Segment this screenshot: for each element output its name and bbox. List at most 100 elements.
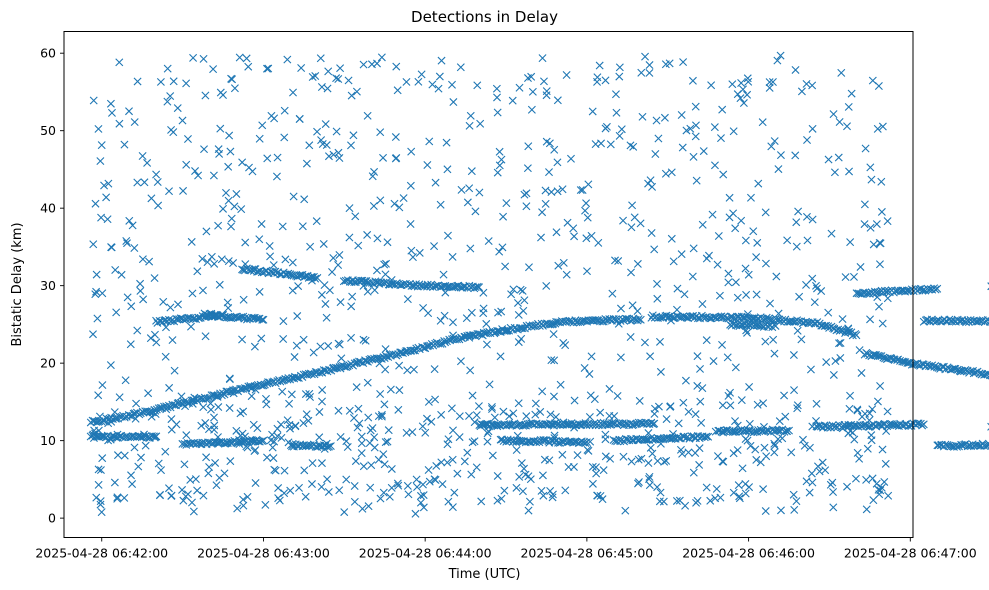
data-point: [856, 262, 865, 271]
data-point: [953, 442, 962, 451]
data-point: [406, 181, 415, 190]
data-point: [483, 419, 492, 428]
data-point: [444, 435, 453, 444]
data-point: [750, 320, 759, 329]
data-point: [702, 336, 711, 345]
data-point: [731, 224, 740, 233]
data-point: [387, 483, 396, 492]
data-point: [457, 185, 466, 194]
data-point: [792, 218, 801, 227]
data-point: [165, 383, 174, 392]
data-point: [295, 483, 303, 492]
data-point: [596, 491, 605, 500]
data-point: [617, 125, 626, 134]
data-point: [209, 65, 218, 74]
data-point: [286, 486, 295, 495]
data-point: [315, 433, 324, 442]
data-point: [741, 435, 750, 444]
data-point: [846, 391, 855, 400]
data-point: [866, 223, 875, 232]
data-point: [526, 475, 535, 484]
data-point: [283, 416, 292, 425]
data-point: [166, 303, 175, 312]
data-point: [131, 414, 140, 423]
data-point: [448, 252, 457, 261]
data-point: [963, 442, 972, 451]
data-point: [515, 472, 524, 481]
data-point: [709, 357, 718, 366]
data-point: [714, 232, 723, 240]
data-point: [702, 254, 711, 263]
data-point: [436, 200, 445, 209]
data-point: [300, 466, 309, 475]
data-point: [563, 438, 572, 447]
data-point: [760, 443, 769, 452]
data-point: [831, 357, 840, 366]
data-point: [581, 438, 590, 447]
data-point: [742, 326, 751, 335]
data-point: [513, 431, 522, 440]
data-point: [387, 464, 396, 473]
data-point: [437, 56, 446, 65]
data-point: [776, 506, 785, 515]
data-point: [321, 120, 330, 129]
data-point: [975, 316, 984, 325]
data-point: [742, 290, 751, 299]
data-point: [536, 407, 545, 416]
data-point: [859, 421, 868, 430]
data-point: [693, 352, 702, 361]
data-point: [739, 99, 748, 108]
data-point: [471, 207, 480, 216]
data-point: [507, 290, 516, 299]
data-point: [220, 469, 229, 478]
data-point: [381, 365, 390, 374]
data-point: [376, 196, 385, 205]
data-point: [686, 312, 695, 321]
data-point: [415, 248, 424, 257]
data-point: [96, 466, 105, 475]
data-point: [347, 91, 356, 100]
data-point: [204, 425, 213, 434]
data-point: [209, 171, 218, 180]
data-point: [642, 435, 651, 444]
data-point: [326, 442, 335, 451]
data-point: [436, 316, 445, 325]
data-point: [499, 212, 508, 221]
data-point: [770, 441, 779, 450]
data-point: [558, 450, 567, 459]
data-point: [308, 73, 317, 81]
data-point: [695, 460, 704, 469]
data-point: [128, 221, 137, 230]
data-point: [822, 358, 831, 367]
data-point: [167, 491, 176, 500]
data-point: [599, 466, 608, 475]
data-point: [759, 485, 768, 494]
data-point: [329, 254, 338, 263]
data-point: [752, 455, 761, 464]
data-point: [115, 58, 124, 67]
data-point: [324, 341, 333, 350]
data-point: [368, 424, 377, 433]
data-point: [379, 488, 388, 497]
data-point: [549, 421, 558, 430]
data-point: [791, 65, 800, 74]
x-axis-label: Time (UTC): [448, 567, 521, 582]
data-point: [377, 412, 386, 421]
data-point: [844, 422, 853, 431]
data-point: [474, 402, 483, 411]
data-point: [468, 438, 477, 447]
data-point: [130, 244, 139, 253]
data-point: [650, 409, 659, 418]
data-point: [227, 74, 236, 83]
data-point: [305, 389, 314, 398]
data-point: [336, 364, 345, 373]
data-point: [306, 393, 315, 401]
data-point: [268, 443, 277, 452]
data-point: [126, 340, 135, 349]
data-point: [94, 465, 103, 474]
data-point: [493, 496, 502, 505]
data-point: [262, 64, 271, 73]
data-point: [829, 370, 838, 379]
data-point: [299, 335, 308, 344]
